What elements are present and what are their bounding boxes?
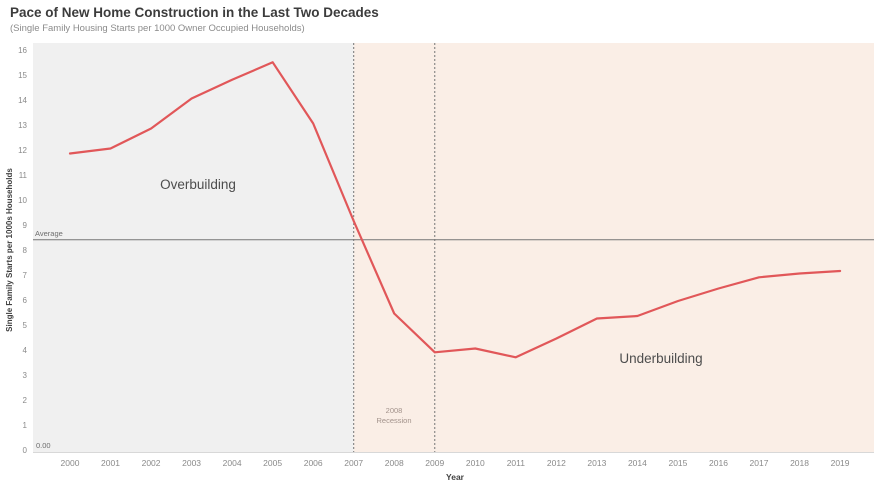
- x-tick-label: 2016: [709, 458, 728, 468]
- y-tick-label: 8: [22, 246, 27, 255]
- x-tick-label: 2002: [141, 458, 161, 468]
- y-tick-label: 16: [18, 46, 27, 55]
- x-tick-label: 2015: [668, 458, 688, 468]
- y-tick-label: 1: [22, 421, 27, 430]
- x-axis-title: Year: [446, 472, 464, 482]
- y-tick-label: 0: [22, 446, 27, 455]
- y-tick-label: 12: [18, 146, 27, 155]
- x-tick-label: 2004: [222, 458, 242, 468]
- x-tick-label: 2012: [546, 458, 566, 468]
- x-tick-label: 2007: [344, 458, 364, 468]
- recession-annotation-line1: 2008: [385, 406, 403, 415]
- y-tick-label: 5: [22, 321, 27, 330]
- y-tick-label: 9: [22, 221, 27, 230]
- x-tick-label: 2003: [182, 458, 202, 468]
- y-tick-label: 15: [18, 71, 27, 80]
- y-axis-tick-labels: 0 1 2 3 4 5 6 7 8 9 10 11 12 13 14 15 16: [0, 0, 27, 488]
- y-tick-label: 13: [18, 121, 27, 130]
- overbuilding-region-label: Overbuilding: [160, 177, 236, 192]
- recession-annotation: 2008 Recession: [376, 406, 411, 426]
- zero-reference-label: 0.00: [36, 441, 51, 450]
- x-tick-label: 2018: [790, 458, 809, 468]
- x-axis-tick-labels: 2000 2001 2002 2003 2004 2005 2006 2007 2008 2009…: [0, 458, 876, 470]
- x-tick-label: 2001: [101, 458, 120, 468]
- x-tick-label: 2013: [587, 458, 607, 468]
- x-tick-label: 2000: [60, 458, 80, 468]
- y-tick-label: 3: [22, 371, 27, 380]
- x-tick-label: 2009: [425, 458, 445, 468]
- average-reference-line-label: Average: [35, 229, 63, 238]
- x-tick-label: 2008: [384, 458, 404, 468]
- y-tick-label: 14: [18, 96, 27, 105]
- overbuilding-region: [33, 43, 354, 453]
- housing-starts-line: [68, 61, 842, 359]
- chart-subtitle: (Single Family Housing Starts per 1000 O…: [10, 23, 305, 34]
- recession-annotation-line2: Recession: [376, 416, 412, 425]
- chart-title: Pace of New Home Construction in the Las…: [10, 5, 379, 20]
- y-tick-label: 7: [22, 271, 27, 280]
- x-tick-label: 2011: [506, 458, 525, 468]
- x-tick-label: 2017: [749, 458, 769, 468]
- plot-area: Overbuilding Underbuilding 2008 Recessio…: [33, 43, 874, 453]
- x-tick-label: 2006: [303, 458, 323, 468]
- x-tick-label: 2019: [830, 458, 850, 468]
- underbuilding-region-label: Underbuilding: [619, 351, 703, 366]
- y-tick-label: 2: [22, 396, 27, 405]
- x-tick-label: 2010: [465, 458, 485, 468]
- x-tick-label: 2005: [263, 458, 283, 468]
- underbuilding-region: [353, 43, 874, 453]
- y-tick-label: 10: [18, 196, 27, 205]
- y-tick-label: 6: [22, 296, 27, 305]
- x-tick-label: 2014: [627, 458, 647, 468]
- line-chart-svg: [33, 43, 874, 453]
- y-tick-label: 11: [18, 171, 27, 180]
- y-tick-label: 4: [22, 346, 27, 355]
